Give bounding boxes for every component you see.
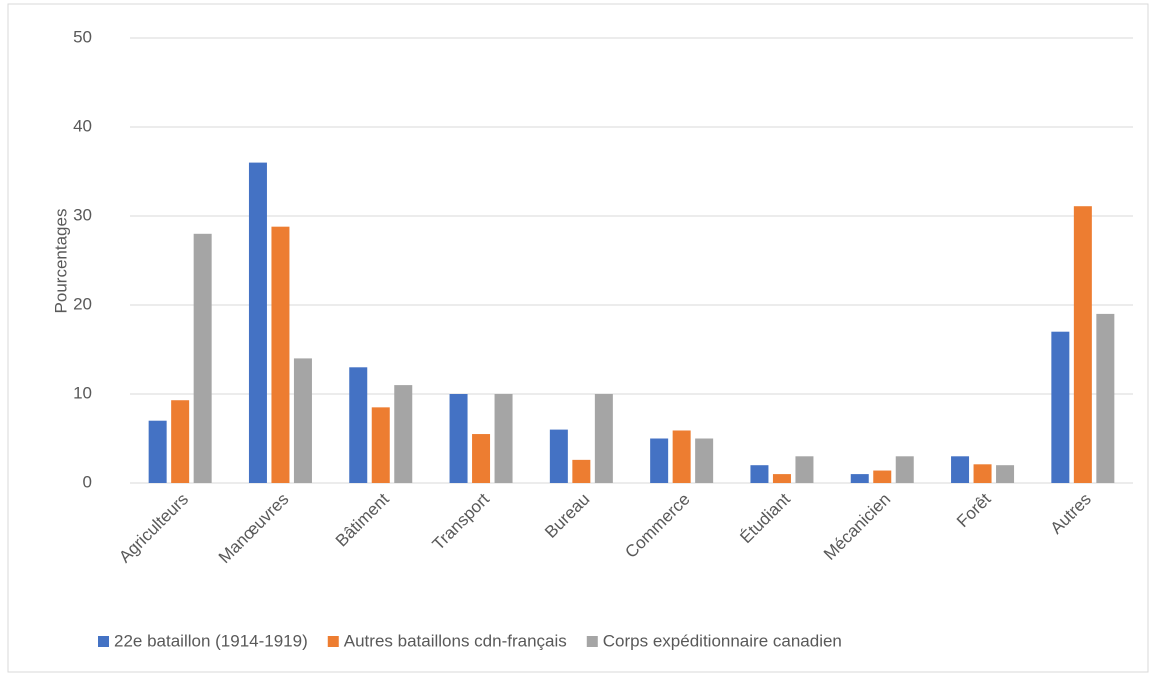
chart-frame (7, 3, 1149, 673)
bar (650, 438, 669, 483)
bar (951, 456, 970, 483)
bar (494, 394, 513, 483)
bar (1096, 313, 1115, 483)
bar (148, 420, 167, 483)
bar (371, 407, 390, 483)
bar (1051, 331, 1070, 483)
y-tick-label: 40 (73, 116, 92, 135)
legend-swatch (327, 636, 339, 647)
bar (449, 394, 468, 483)
bar (996, 465, 1015, 483)
bar (594, 394, 613, 483)
legend-label: 22e bataillon (1914-1919) (114, 631, 308, 650)
bar (795, 456, 814, 483)
bar (895, 456, 914, 483)
y-tick-label: 50 (73, 27, 92, 46)
bar (293, 358, 312, 483)
bar (248, 162, 267, 483)
y-tick-label: 0 (83, 472, 92, 491)
bar (549, 429, 568, 483)
bar (349, 367, 368, 483)
y-tick-label: 20 (73, 294, 92, 313)
bar (672, 430, 691, 483)
bar (973, 464, 992, 483)
legend-swatch (98, 636, 109, 647)
bar (1073, 206, 1092, 483)
bar (572, 459, 591, 483)
y-axis-title: Pourcentages (51, 209, 70, 314)
y-tick-label: 30 (73, 205, 92, 224)
legend-label: Autres bataillons cdn-français (344, 631, 567, 650)
bar (271, 226, 290, 483)
bar (695, 438, 714, 483)
bar (772, 474, 791, 483)
legend-swatch (586, 636, 598, 647)
bar (873, 470, 892, 483)
bar (171, 400, 190, 483)
bar (472, 434, 491, 483)
y-tick-label: 10 (73, 383, 92, 402)
bar (394, 385, 413, 483)
bar (850, 474, 869, 483)
bar (193, 233, 212, 483)
bar (750, 465, 769, 483)
legend-label: Corps expéditionnaire canadien (603, 631, 842, 650)
